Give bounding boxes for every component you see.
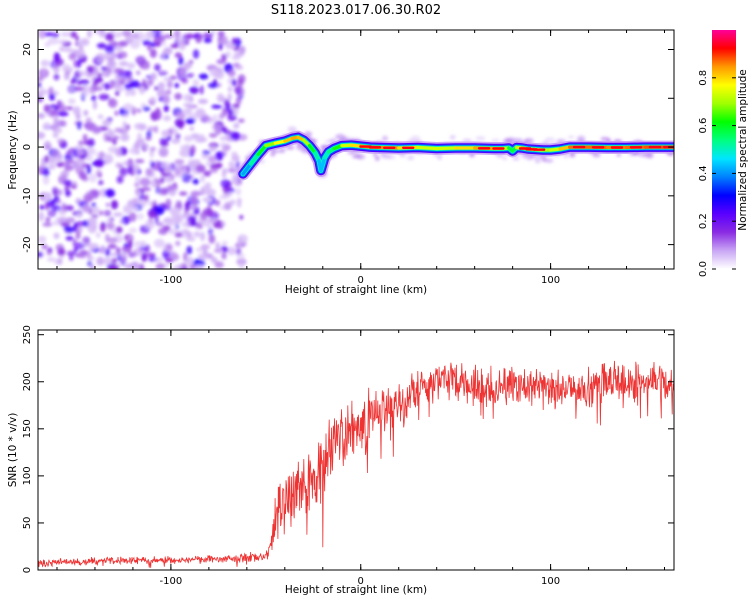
snr-ytick-label: 250 [22, 325, 33, 344]
colorbar: 0.0 0.2 0.4 0.6 0.8 Normalized spectral ampl… [698, 30, 749, 277]
snr-xtick-label: 0 [358, 576, 364, 587]
snr-ylabel: SNR (10 * v/v) [7, 413, 19, 488]
spectrogram-ylabel: Frequency (Hz) [7, 110, 19, 189]
spectrogram-ytick-label: 10 [22, 92, 33, 105]
colorbar-ticks: 0.0 0.2 0.4 0.6 0.8 [698, 70, 736, 277]
snr-background [38, 330, 674, 570]
spectrogram-ytick-label: -20 [22, 236, 33, 252]
colorbar-label: Normalized spectral amplitude [737, 69, 749, 230]
snr-xtick-label: -100 [160, 576, 183, 587]
spectrogram-ytick-label: 20 [22, 43, 33, 56]
spectrogram-xtick-label: 0 [358, 275, 364, 286]
snr-ytick-label: 50 [22, 517, 33, 530]
snr-ytick-label: 150 [22, 419, 33, 438]
colorbar-tick-label: 0.4 [698, 165, 709, 181]
snr-frame [37, 329, 675, 571]
colorbar-tick-label: 0.6 [698, 118, 709, 134]
spectrogram-xtick-label: -100 [160, 275, 183, 286]
spectrogram-xlabel: Height of straight line (km) [285, 284, 427, 296]
snr-panel: -100 0 100 0 50 100 150 200 250 Height of straig… [7, 325, 675, 596]
snr-ytick-label: 100 [22, 466, 33, 485]
snr-series-line [38, 360, 674, 568]
signal-trace [236, 126, 674, 181]
noise-region [38, 30, 248, 269]
colorbar-tick-label: 0.0 [698, 261, 709, 277]
colorbar-tick-label: 0.2 [698, 213, 709, 229]
spectrogram-xtick-label: 100 [541, 275, 560, 286]
colorbar-tick-label: 0.8 [698, 70, 709, 86]
snr-xtick-label: 100 [541, 576, 560, 587]
colorbar-gradient [712, 30, 736, 269]
snr-ytick-label: 0 [22, 567, 33, 573]
spectrogram-ytick-label: -10 [22, 188, 33, 204]
spectrogram-ytick-label: 0 [22, 144, 33, 150]
spectrogram-frame [37, 29, 675, 270]
snr-ytick-label: 200 [22, 372, 33, 391]
figure-title: S118.2023.017.06.30.R02 [271, 3, 441, 18]
snr-xlabel: Height of straight line (km) [285, 584, 427, 596]
